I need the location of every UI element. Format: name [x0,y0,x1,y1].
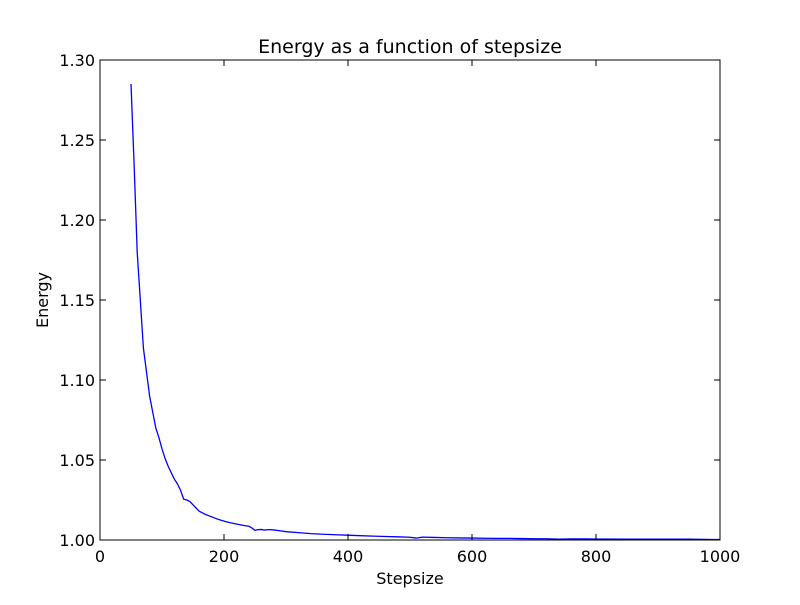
x-tick-label: 0 [95,547,105,566]
y-tick-label: 1.00 [59,531,95,550]
y-tick-label: 1.25 [59,131,95,150]
x-tick-label: 1000 [700,547,741,566]
y-tick-label: 1.15 [59,291,95,310]
x-tick-label: 600 [457,547,488,566]
y-axis-label: Energy [33,272,52,328]
plot-frame [99,59,721,541]
y-tick-label: 1.30 [59,51,95,70]
ticks-layer: 0 200 400 600 800 1000 1.00 1.05 1.10 1.15 1.20 1.2… [59,51,740,566]
x-tick-label: 800 [581,547,612,566]
chart-title: Energy as a function of stepsize [258,36,562,58]
series-layer [130,83,720,541]
x-axis-label: Stepsize [376,569,443,588]
x-tick-label: 400 [333,547,364,566]
y-tick-label: 1.20 [59,211,95,230]
series-line [130,83,720,541]
x-tick-label: 200 [209,547,240,566]
y-tick-label: 1.10 [59,371,95,390]
y-tick-label: 1.05 [59,451,95,470]
